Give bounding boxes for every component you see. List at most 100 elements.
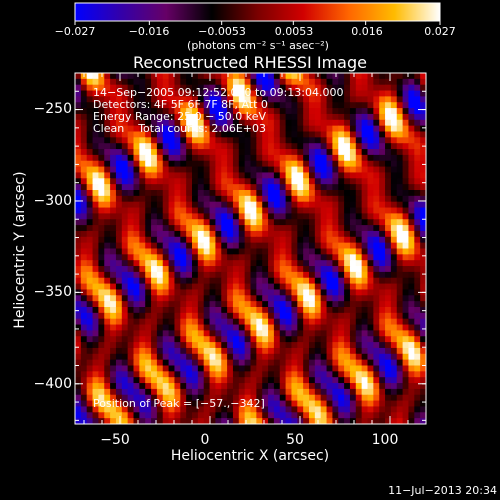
- heatmap-cell: [379, 78, 386, 86]
- heatmap-cell: [390, 394, 398, 402]
- heatmap-cell: [180, 318, 187, 326]
- heatmap-cell: [192, 184, 199, 191]
- heatmap-cell: [98, 102, 105, 109]
- x-tick-label-0: −50: [100, 432, 130, 448]
- heatmap-cell: [309, 201, 316, 209]
- heatmap-cell: [121, 266, 129, 273]
- heatmap-cell: [104, 172, 111, 179]
- heatmap-cell: [197, 119, 205, 127]
- heatmap-cell: [156, 131, 164, 138]
- heatmap-cell: [127, 312, 135, 320]
- heatmap-cell: [151, 119, 158, 127]
- heatmap-cell: [285, 295, 293, 302]
- heatmap-cell: [151, 90, 158, 97]
- heatmap-cell: [414, 254, 421, 261]
- heatmap-cell: [203, 143, 211, 150]
- heatmap-cell: [115, 330, 123, 337]
- heatmap-cell: [402, 195, 410, 203]
- heatmap-cell: [203, 149, 211, 156]
- heatmap-cell: [320, 125, 328, 133]
- heatmap-cell: [232, 254, 240, 261]
- heatmap-cell: [367, 178, 374, 185]
- heatmap-cell: [320, 195, 328, 203]
- heatmap-cell: [332, 271, 339, 279]
- heatmap-cell: [115, 84, 123, 92]
- heatmap-cell: [250, 78, 257, 86]
- heatmap-cell: [168, 289, 176, 296]
- heatmap-cell: [238, 248, 246, 255]
- heatmap-cell: [227, 149, 234, 156]
- heatmap-cell: [285, 260, 293, 267]
- heatmap-cell: [355, 388, 363, 396]
- heatmap-cell: [256, 394, 263, 402]
- heatmap-cell: [127, 388, 135, 396]
- heatmap-cell: [373, 388, 380, 396]
- heatmap-cell: [338, 283, 345, 291]
- heatmap-cell: [385, 102, 392, 109]
- heatmap-cell: [174, 371, 181, 378]
- heatmap-cell: [215, 418, 222, 424]
- heatmap-cell: [215, 84, 222, 92]
- heatmap-cell: [127, 318, 135, 326]
- heatmap-cell: [344, 388, 351, 396]
- heatmap-cell: [180, 371, 187, 378]
- heatmap-cell: [98, 318, 105, 326]
- heatmap-cell: [279, 190, 287, 197]
- heatmap-cell: [110, 230, 117, 238]
- heatmap-cell: [197, 78, 205, 86]
- heatmap-cell: [115, 172, 123, 179]
- heatmap-cell: [186, 394, 193, 402]
- heatmap-cell: [192, 78, 199, 86]
- heatmap-cell: [121, 154, 129, 162]
- heatmap-cell: [156, 190, 164, 197]
- heatmap-cell: [390, 418, 398, 424]
- heatmap-cell: [238, 201, 246, 209]
- heatmap-cell: [262, 125, 269, 133]
- heatmap-cell: [273, 371, 281, 378]
- heatmap-cell: [174, 353, 181, 361]
- heatmap-cell: [115, 254, 123, 261]
- heatmap-cell: [320, 412, 328, 419]
- heatmap-cell: [385, 260, 392, 267]
- heatmap-cell: [291, 119, 298, 127]
- heatmap-cell: [367, 108, 374, 115]
- heatmap-cell: [250, 166, 257, 174]
- heatmap-cell: [420, 119, 426, 127]
- heatmap-cell: [139, 143, 146, 150]
- heatmap-cell: [408, 324, 415, 331]
- heatmap-cell: [373, 353, 380, 361]
- heatmap-cell: [98, 154, 105, 162]
- heatmap-cell: [273, 143, 281, 150]
- heatmap-cell: [168, 160, 176, 168]
- heatmap-cell: [373, 90, 380, 97]
- heatmap-cell: [390, 137, 398, 144]
- heatmap-cell: [326, 394, 333, 402]
- heatmap-cell: [232, 336, 240, 343]
- heatmap-cell: [396, 266, 404, 273]
- heatmap-cell: [232, 324, 240, 331]
- heatmap-cell: [285, 154, 293, 162]
- heatmap-cell: [221, 406, 228, 413]
- heatmap-cell: [268, 330, 275, 337]
- heatmap-cell: [227, 213, 234, 220]
- heatmap-cell: [273, 307, 281, 314]
- heatmap-cell: [110, 371, 117, 378]
- heatmap-cell: [390, 388, 398, 396]
- heatmap-cell: [232, 172, 240, 179]
- heatmap-cell: [285, 353, 293, 361]
- heatmap-cell: [250, 195, 257, 203]
- heatmap-cell: [338, 406, 345, 413]
- heatmap-cell: [396, 418, 404, 424]
- heatmap-cell: [232, 260, 240, 267]
- heatmap-cell: [402, 213, 410, 220]
- heatmap-cell: [332, 108, 339, 115]
- heatmap-cell: [297, 365, 304, 372]
- heatmap-cell: [215, 371, 222, 378]
- heatmap-cell: [355, 248, 363, 255]
- heatmap-cell: [232, 418, 240, 424]
- heatmap-cell: [98, 307, 105, 314]
- heatmap-cell: [303, 394, 310, 402]
- heatmap-cell: [285, 190, 293, 197]
- heatmap-cell: [273, 394, 281, 402]
- heatmap-cell: [197, 178, 205, 185]
